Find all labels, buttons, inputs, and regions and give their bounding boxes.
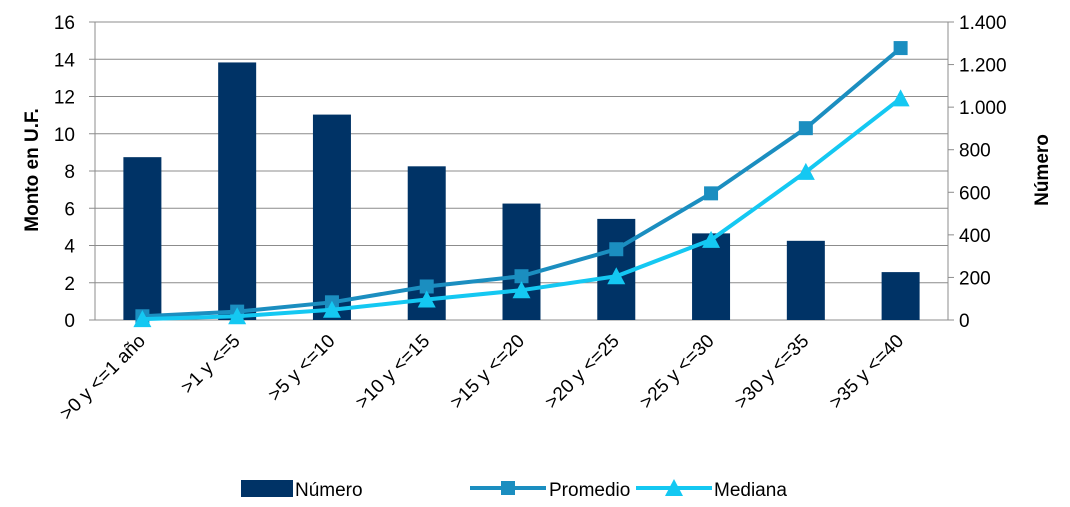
x-tick-label: >35 y <=40 [826, 331, 908, 413]
point-marker-square [419, 279, 434, 294]
point-marker-triangle [512, 281, 531, 299]
y-right-tick-label: 1.200 [959, 56, 1007, 77]
x-tick-label: >10 y <=15 [352, 331, 434, 413]
y-right-tick-label: 600 [959, 183, 991, 204]
point-marker-square [514, 269, 529, 284]
y-left-tick-label: 12 [54, 88, 75, 109]
x-axis-ticks: >0 y <=1 año >1 y <=5 >5 y <=10 >10 y <=15 >… [56, 331, 908, 425]
legend-marker-promedio [501, 481, 515, 495]
y-left-tick-label: 8 [64, 162, 75, 183]
bar [502, 203, 541, 320]
x-tick-label: >5 y <=10 [264, 331, 339, 406]
x-tick-label: >1 y <=5 [177, 331, 245, 399]
y-axis-right-ticks: 0 200 400 600 800 1.000 1.200 1.400 [948, 13, 1007, 332]
point-marker-triangle [702, 230, 721, 248]
point-marker-triangle [322, 300, 341, 318]
y-axis-left-ticks: 0 2 4 6 8 10 12 14 16 [54, 13, 95, 332]
y-right-tick-label: 1.000 [959, 98, 1007, 119]
point-marker-square [798, 121, 813, 136]
y-left-tick-label: 6 [64, 199, 75, 220]
point-marker-triangle [228, 307, 247, 325]
point-marker-triangle [796, 162, 815, 180]
legend-swatch-numero [241, 480, 293, 497]
line-series-mediana [133, 89, 910, 328]
point-marker-square [609, 242, 624, 257]
legend-label-promedio: Promedio [549, 480, 630, 501]
y-left-tick-label: 10 [54, 125, 75, 146]
bar [123, 157, 162, 320]
bar [312, 114, 351, 320]
x-tick-label: >25 y <=30 [636, 331, 718, 413]
legend: Número Promedio Mediana [241, 479, 787, 501]
y-right-tick-label: 800 [959, 141, 991, 162]
point-marker-square [704, 186, 719, 201]
y-right-tick-label: 200 [959, 268, 991, 289]
point-marker-triangle [607, 267, 626, 285]
legend-marker-mediana [665, 479, 683, 496]
y-left-tick-label: 0 [64, 311, 75, 332]
bar [786, 240, 825, 320]
legend-label-mediana: Mediana [714, 480, 787, 501]
y-axis-right-title: Número [1032, 134, 1053, 206]
bar [218, 62, 257, 320]
point-marker-square [893, 41, 908, 56]
y-left-tick-label: 2 [64, 274, 75, 295]
x-tick-label: >15 y <=20 [447, 331, 529, 413]
y-left-tick-label: 16 [54, 13, 75, 34]
x-tick-label: >20 y <=25 [541, 331, 623, 413]
bar [881, 272, 920, 320]
y-axis-left-title: Monto en U.F. [22, 108, 43, 231]
legend-label-numero: Número [295, 480, 363, 501]
x-tick-label: >0 y <=1 año [56, 331, 150, 425]
point-marker-triangle [891, 89, 910, 107]
point-marker-triangle [417, 290, 436, 308]
y-right-tick-label: 400 [959, 226, 991, 247]
x-tick-label: >30 y <=35 [731, 331, 813, 413]
y-right-tick-label: 0 [959, 311, 970, 332]
point-marker-triangle [133, 310, 152, 328]
y-left-tick-label: 4 [64, 237, 75, 258]
y-right-tick-label: 1.400 [959, 13, 1007, 34]
y-left-tick-label: 14 [54, 50, 76, 71]
